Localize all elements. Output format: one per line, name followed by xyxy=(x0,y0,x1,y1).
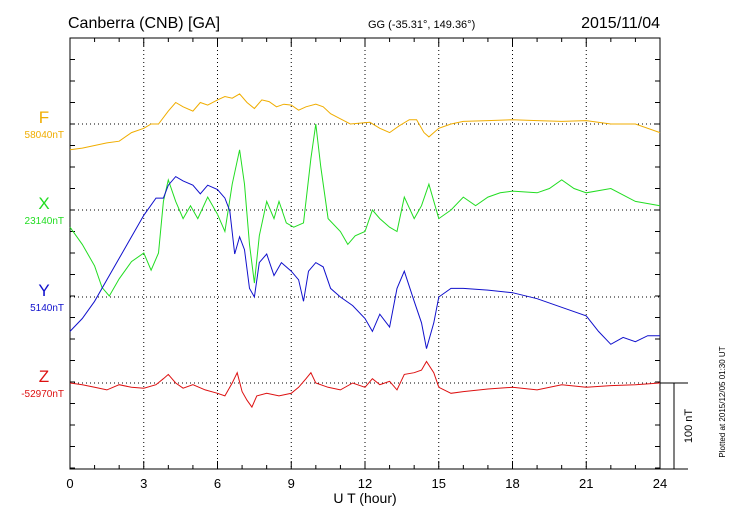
series-line-z xyxy=(69,360,661,409)
series-name-x: X xyxy=(38,194,49,213)
series-baseline-x: 23140nT xyxy=(25,216,64,227)
plotted-note: Plotted at 2015/12/05 01:30 UT xyxy=(718,346,727,457)
series-name-y: Y xyxy=(38,281,49,300)
x-tick-label: 3 xyxy=(140,476,147,491)
series-baseline-y: 5140nT xyxy=(30,303,64,314)
series-baseline-z: -52970nT xyxy=(21,389,64,400)
series-line-x xyxy=(69,123,661,297)
series-line-f xyxy=(69,93,661,151)
axis-ticks xyxy=(69,38,661,469)
x-tick-label: 21 xyxy=(579,476,593,491)
series-name-f: F xyxy=(39,108,49,127)
x-axis-label: U T (hour) xyxy=(333,490,396,506)
series-lines xyxy=(69,93,661,409)
x-tick-labels: 0 3 6 9 12 15 18 21 24 xyxy=(66,476,667,491)
scale-bar-label: 100 nT xyxy=(683,409,695,444)
x-tick-label: 24 xyxy=(653,476,667,491)
series-line-y xyxy=(69,175,660,349)
date-label: 2015/11/04 xyxy=(581,15,660,32)
scale-bar: 100 nT xyxy=(660,382,695,470)
series-labels: F 58040nT X 23140nT Y 5140nT Z -52970nT xyxy=(21,108,64,400)
x-tick-label: 18 xyxy=(505,476,519,491)
x-tick-label: 12 xyxy=(358,476,372,491)
x-tick-label: 15 xyxy=(432,476,446,491)
station-title: Canberra (CNB) [GA] xyxy=(68,15,220,32)
coordinates-label: GG (-35.31°, 149.36°) xyxy=(368,19,475,31)
series-name-z: Z xyxy=(39,367,49,386)
x-tick-label: 6 xyxy=(214,476,221,491)
x-tick-label: 9 xyxy=(288,476,295,491)
series-baseline-f: 58040nT xyxy=(25,130,64,141)
x-tick-label: 0 xyxy=(66,476,73,491)
